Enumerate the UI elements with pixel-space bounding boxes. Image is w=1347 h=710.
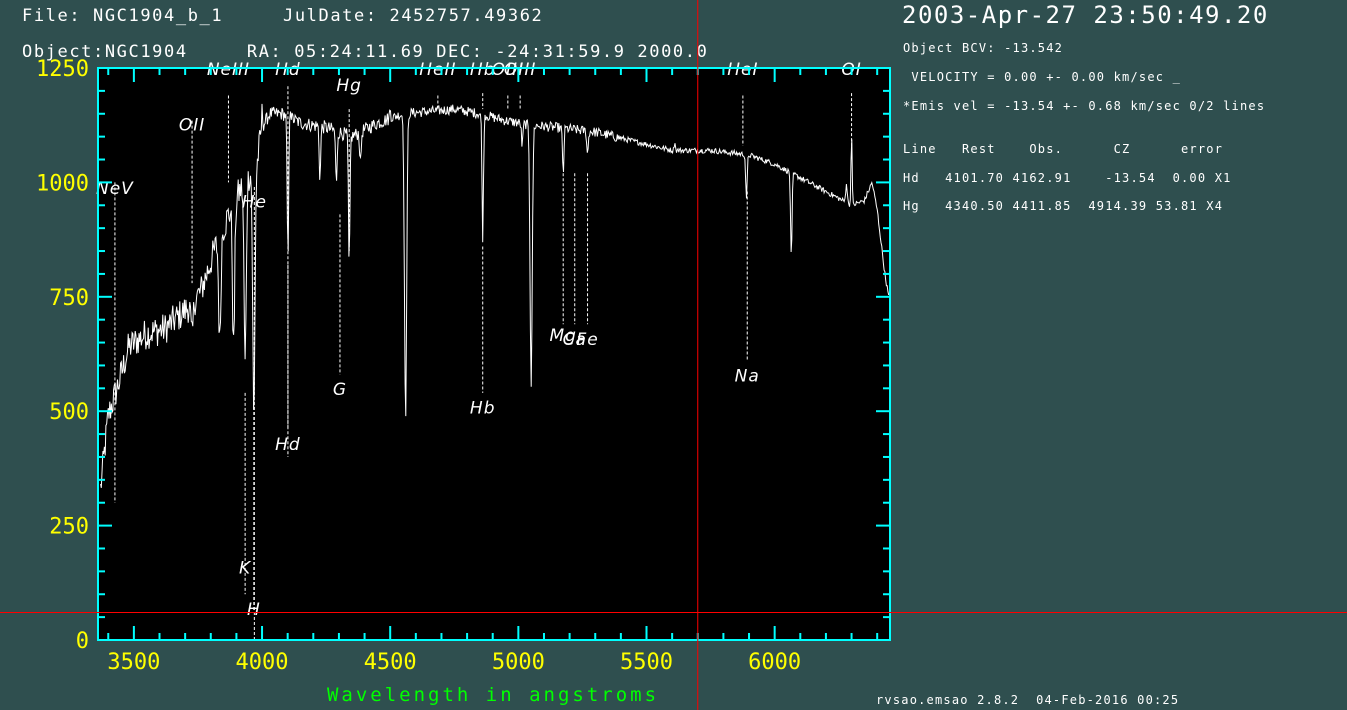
y-tick-label: 750 xyxy=(49,286,89,311)
file-label: File: NGC1904_b_1 xyxy=(22,6,224,26)
spectrum-line xyxy=(100,103,890,488)
x-tick-label: 5500 xyxy=(620,650,673,675)
line-table-row: Hd 4101.70 4162.91 -13.54 0.00 X1 xyxy=(903,171,1232,185)
line-id-label: Fe xyxy=(576,330,598,350)
x-axis-label: Wavelength in angstroms xyxy=(327,684,659,706)
emission-velocity-label: *Emis vel = -13.54 +- 0.68 km/sec 0/2 li… xyxy=(903,99,1266,113)
line-id-label: Na xyxy=(735,366,760,386)
y-tick-label: 250 xyxy=(49,515,89,540)
y-tick-label: 500 xyxy=(49,400,89,425)
object-coordinates-label: Object:NGC1904 RA: 05:24:11.69 DEC: -24:… xyxy=(22,42,709,62)
y-tick-label: 0 xyxy=(76,629,89,654)
line-id-label: K xyxy=(239,559,252,579)
line-id-label: Hb xyxy=(470,60,496,80)
x-tick-label: 3500 xyxy=(107,650,160,675)
line-id-label: Ca xyxy=(563,330,587,350)
line-id-label: OII xyxy=(179,116,205,136)
line-id-label: Hg xyxy=(336,76,362,96)
x-tick-label: 5000 xyxy=(492,650,545,675)
line-id-label: OIII xyxy=(492,60,524,80)
x-tick-label: 4500 xyxy=(364,650,417,675)
juldate-label: JulDate: 2452757.49362 xyxy=(283,6,544,26)
plot-frame xyxy=(97,67,891,641)
velocity-label: VELOCITY = 0.00 +- 0.00 km/sec _ xyxy=(903,70,1182,84)
footer-version-label: rvsao.emsao 2.8.2 04-Feb-2016 00:25 xyxy=(876,693,1180,707)
line-id-label: H xyxy=(247,600,261,620)
line-id-label: Hd xyxy=(275,435,301,455)
y-tick-label: 1250 xyxy=(36,57,89,82)
line-id-label: Mg xyxy=(549,326,576,346)
x-tick-label: 6000 xyxy=(748,650,801,675)
line-id-label: He xyxy=(242,193,267,213)
y-tick-label: 1000 xyxy=(36,171,89,196)
line-id-label: HeII xyxy=(419,60,456,80)
line-id-label: G xyxy=(333,380,347,400)
x-tick-label: 4000 xyxy=(236,650,289,675)
line-id-label: NeIII xyxy=(207,60,250,80)
line-id-label: HeI xyxy=(727,60,758,80)
line-id-label: NeV xyxy=(96,179,134,199)
line-id-label: OIII xyxy=(504,60,536,80)
line-table-header: Line Rest Obs. CZ error xyxy=(903,142,1224,156)
object-bcv-label: Object BCV: -13.542 xyxy=(903,41,1064,55)
plot-area xyxy=(98,68,890,640)
line-id-label: Hb xyxy=(470,398,496,418)
line-table-row: Hg 4340.50 4411.85 4914.39 53.81 X4 xyxy=(903,199,1224,213)
observation-datetime: 2003-Apr-27 23:50:49.20 xyxy=(902,1,1269,29)
